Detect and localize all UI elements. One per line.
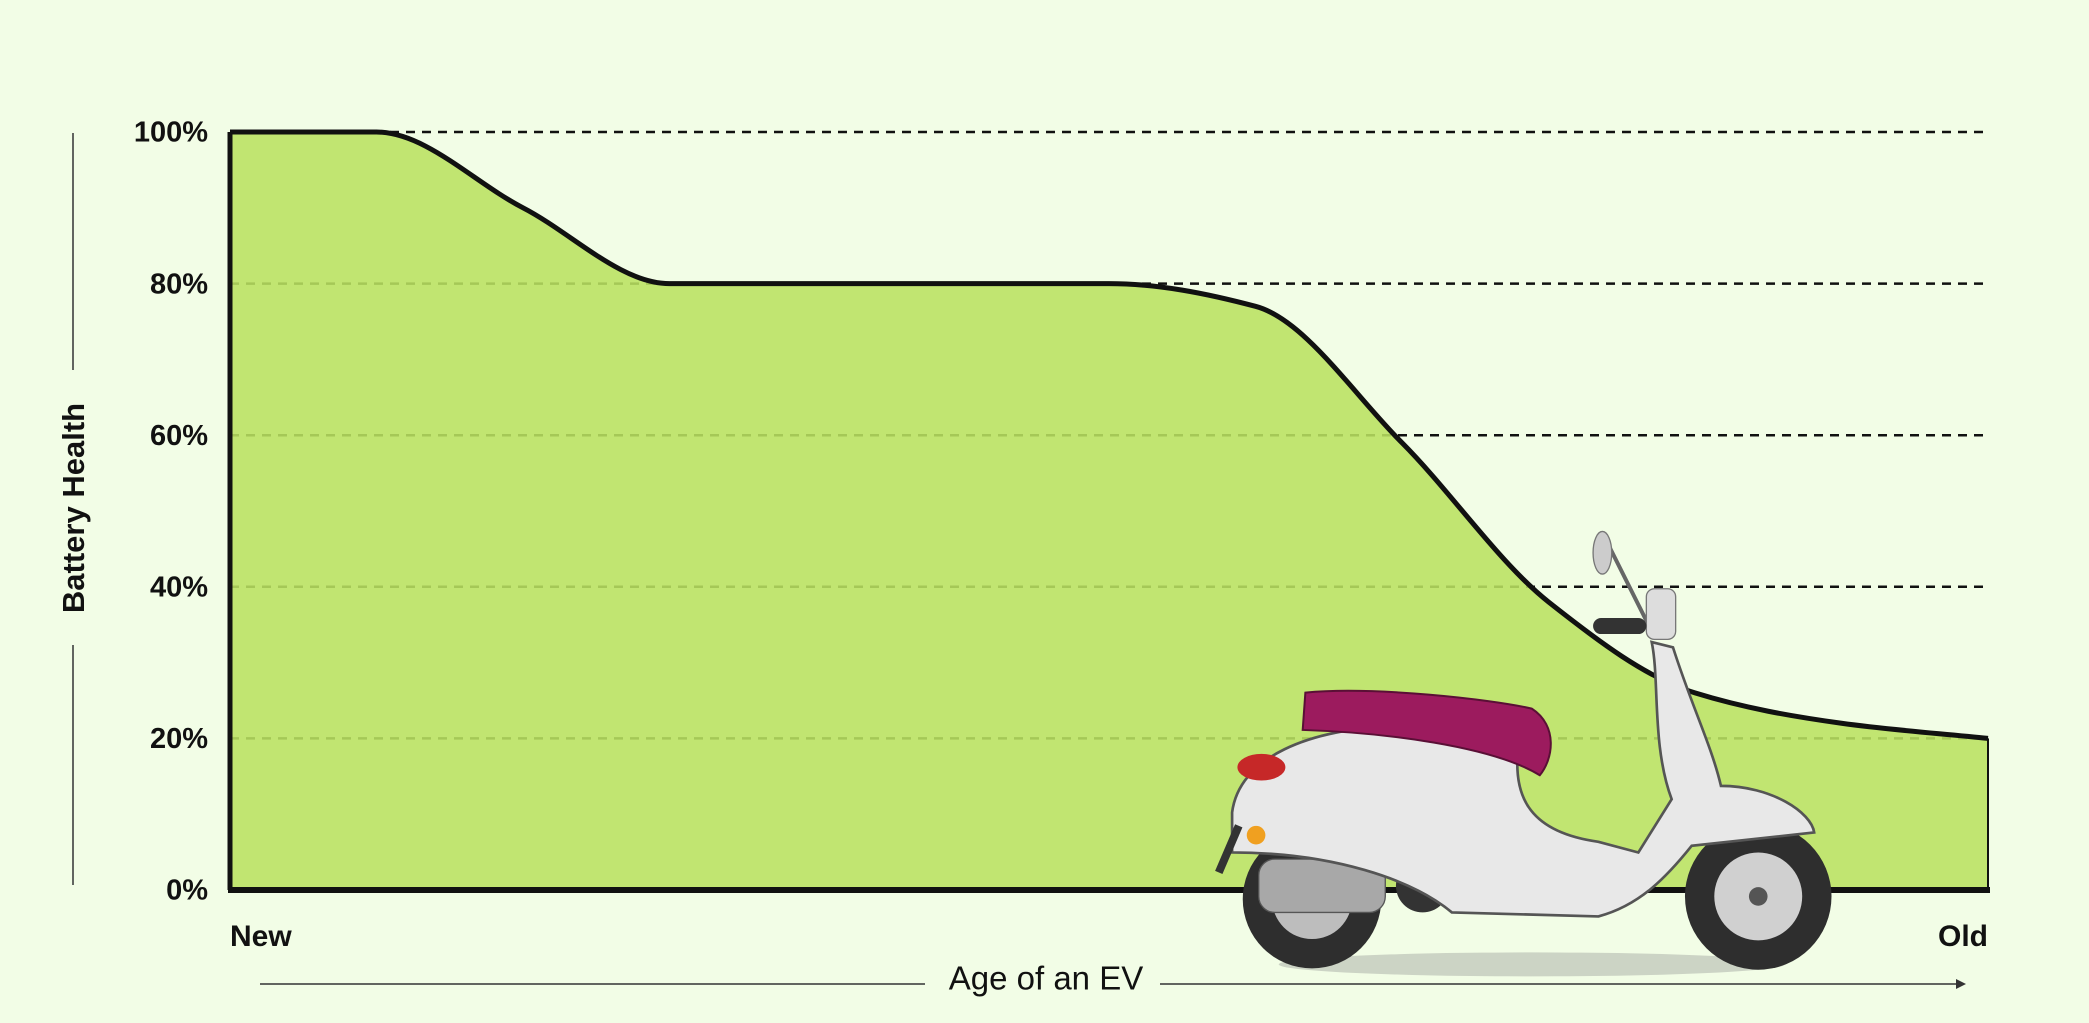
y-tick-label: 0% [166, 875, 208, 907]
plot-area [227, 129, 1990, 893]
arrow-head [1956, 979, 1966, 989]
area-fill [230, 132, 1988, 890]
y-tick-label: 60% [150, 420, 208, 452]
area-line [230, 129, 1989, 741]
y-axis-label: Battery Health [56, 403, 91, 613]
labels: 0% 20% 40% 60% 80% 100% New Old [134, 117, 1988, 953]
x-tick-label: New [230, 920, 292, 953]
x-axis-label: Age of an EV [949, 960, 1143, 997]
y-tick-label: 40% [150, 571, 208, 603]
x-tick-label: Old [1938, 920, 1988, 953]
y-tick-label: 100% [134, 117, 208, 149]
scooter-illustration [1215, 530, 1832, 977]
y-tick-label: 80% [150, 268, 208, 300]
y-tick-label: 20% [150, 723, 208, 755]
